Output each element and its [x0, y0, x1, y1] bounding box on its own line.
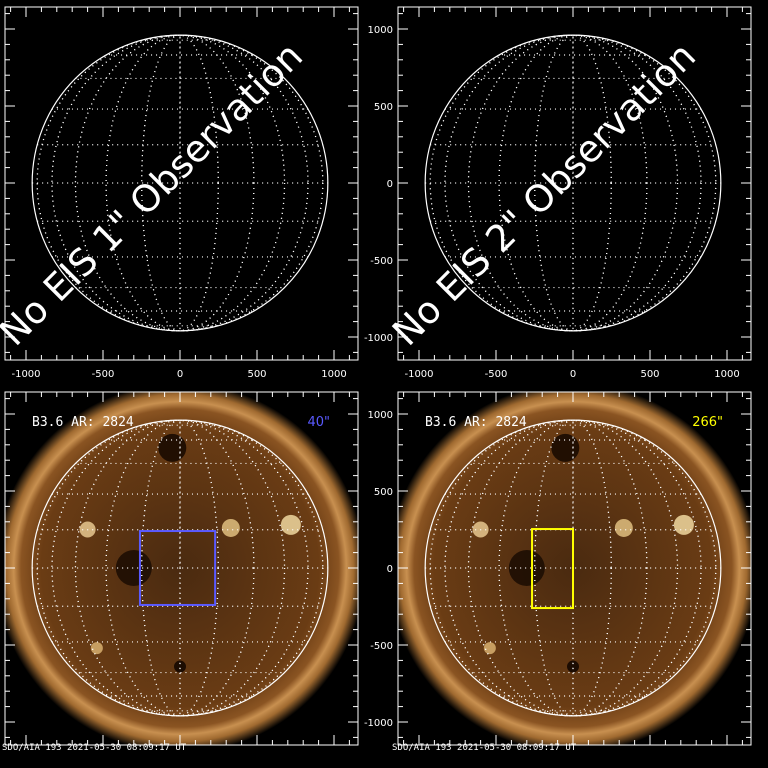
sun-feature: [174, 660, 186, 673]
sun-feature: [158, 433, 187, 462]
sun-feature: [567, 660, 579, 673]
y-tick-label: -500: [370, 256, 393, 267]
longitude-line: [429, 34, 717, 332]
y-tick-label: 1000: [368, 410, 393, 421]
y-tick-label: 0: [387, 564, 393, 575]
eis-fov-box: [138, 530, 217, 606]
flare-ar-label: B3.6 AR: 2824: [425, 415, 527, 430]
x-tick-label: 500: [247, 369, 266, 380]
no-observation-text: No EIS 2" Observation: [384, 34, 704, 354]
footer-right: SDO/AIA 193 2021-05-30 08:09:17 UT: [392, 743, 577, 753]
longitude-line: [444, 419, 702, 717]
longitude-line: [467, 419, 679, 717]
slit-width-label: 266": [692, 415, 723, 430]
panel-bottom-left: B3.6 AR: 2824 40": [4, 391, 359, 746]
eis-fov-box: [531, 528, 575, 610]
sun-feature: [508, 550, 545, 586]
y-tick-label: -1000: [364, 333, 393, 344]
longitude-line: [444, 34, 702, 332]
sun-feature: [280, 514, 301, 535]
slit-width-label: 40": [307, 415, 330, 430]
longitude-line: [429, 419, 717, 717]
sun-feature: [90, 642, 103, 655]
longitude-line: [467, 34, 679, 332]
y-tick-label: 500: [374, 102, 393, 113]
x-tick-label: 0: [570, 369, 576, 380]
longitude-line: [534, 34, 612, 332]
sun-feature: [551, 433, 580, 462]
no-observation-text: No EIS 1" Observation: [0, 34, 311, 354]
longitude-line: [36, 34, 324, 332]
panel-bottom-right: -1000 -500 0 500 1000 B3.6 AR: 2824 266": [364, 391, 752, 746]
longitude-line: [51, 419, 309, 717]
y-tick-label: 0: [387, 179, 393, 190]
sun-feature: [673, 514, 694, 535]
sun-feature: [483, 642, 496, 655]
y-tick-label: 1000: [368, 25, 393, 36]
x-tick-label: 0: [177, 369, 183, 380]
sun-image: [5, 392, 358, 745]
longitude-line: [51, 34, 309, 332]
longitude-line: [534, 419, 612, 717]
sun-feature: [221, 518, 240, 537]
flare-ar-label: B3.6 AR: 2824: [32, 415, 134, 430]
longitude-line: [74, 419, 286, 717]
x-tick-label: -1000: [11, 369, 40, 380]
longitude-line: [105, 419, 255, 717]
x-tick-label: -500: [92, 369, 115, 380]
x-tick-label: 1000: [321, 369, 346, 380]
longitude-line: [36, 419, 324, 717]
y-tick-label: -500: [370, 641, 393, 652]
sun-feature: [115, 550, 152, 586]
panel-top-left: -1000 -500 0 500 1000 No EIS 1" Observation: [0, 6, 359, 380]
longitude-line: [141, 34, 219, 332]
sun-image: [398, 392, 751, 745]
y-tick-label: 500: [374, 487, 393, 498]
longitude-line: [74, 34, 286, 332]
x-tick-label: 500: [640, 369, 659, 380]
longitude-line: [105, 34, 255, 332]
footer-left: SDO/AIA 193 2021-05-30 08:09:17 UT: [2, 743, 187, 753]
x-tick-label: -1000: [404, 369, 433, 380]
longitude-line: [498, 419, 648, 717]
y-tick-label: -1000: [364, 718, 393, 729]
x-tick-label: -500: [485, 369, 508, 380]
sun-feature: [614, 518, 633, 537]
longitude-line: [498, 34, 648, 332]
x-tick-label: 1000: [714, 369, 739, 380]
longitude-line: [141, 419, 219, 717]
